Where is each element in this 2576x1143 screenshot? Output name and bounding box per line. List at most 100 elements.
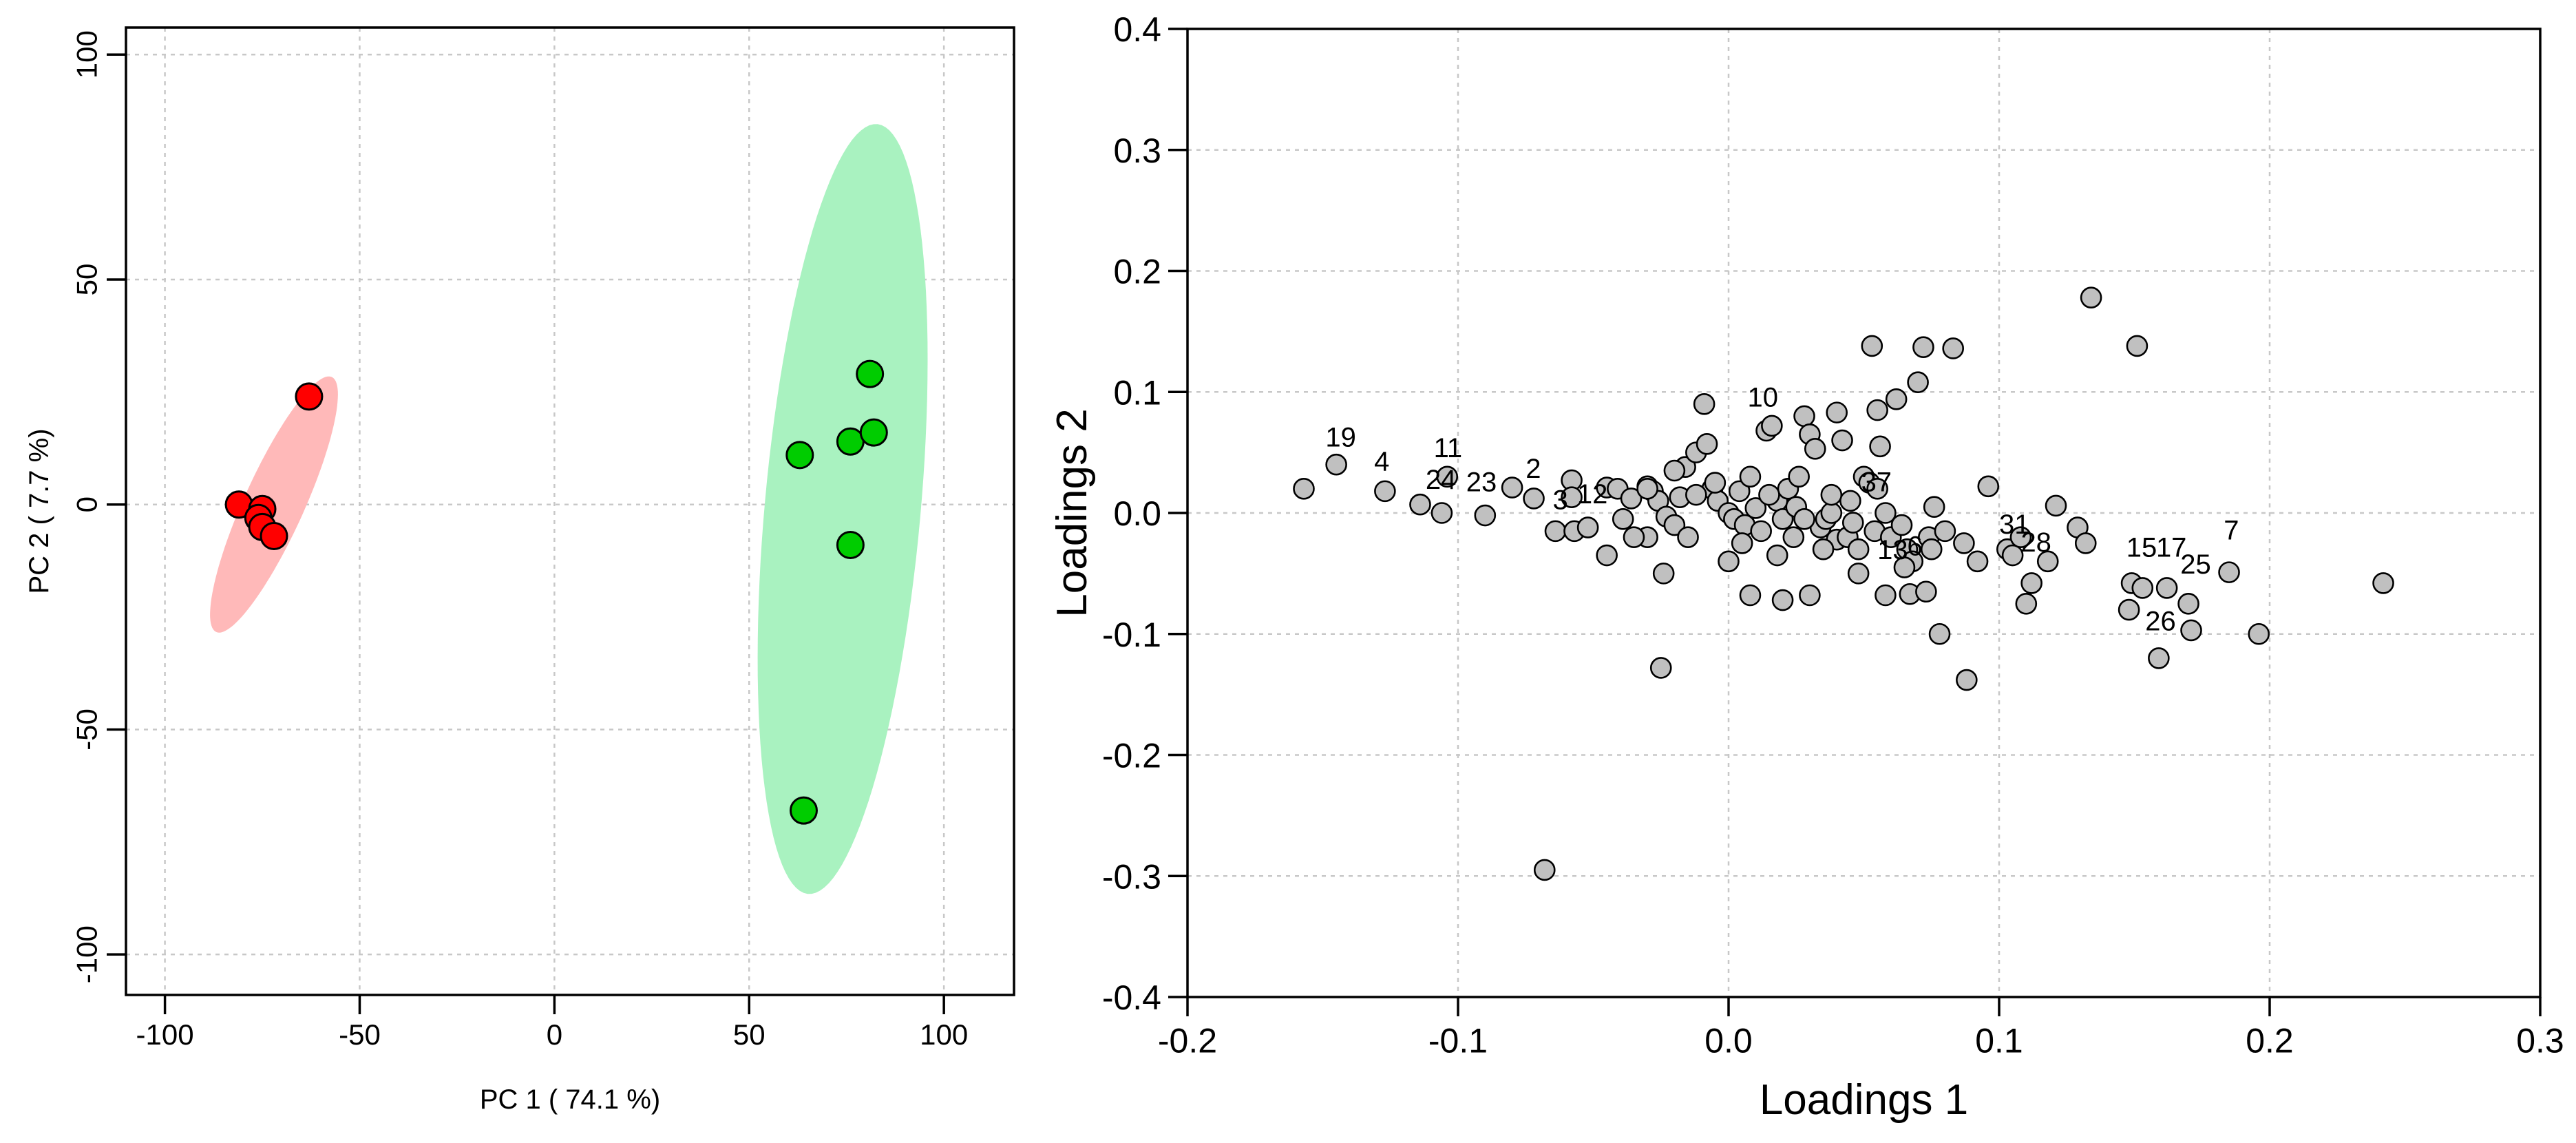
loading-point [1956, 669, 1978, 691]
loading-point [1907, 371, 1929, 393]
loading-point [1966, 550, 1989, 573]
loading-point [2001, 544, 2024, 567]
y-tick-label: 0.1 [1113, 373, 1161, 412]
loading-point [1831, 429, 1853, 452]
score-point-group-2 [836, 531, 865, 560]
loading-point [1325, 453, 1347, 476]
loading-point-label: 24 [1426, 465, 1457, 495]
loading-point [1875, 584, 1897, 607]
loading-point [1866, 478, 1888, 500]
loading-point-label: 6 [1907, 532, 1922, 562]
loading-point [1596, 544, 1618, 567]
x-tick-label: -50 [339, 1018, 381, 1051]
y-tick-label: -0.3 [1102, 857, 1161, 896]
loading-point [1875, 502, 1897, 524]
loading-point [1474, 504, 1497, 527]
plot-frame [1186, 28, 2542, 998]
loading-point [1523, 487, 1545, 510]
y-tick-label: 0.4 [1113, 10, 1161, 49]
loading-point [1663, 459, 1686, 482]
loading-point-label: 10 [1748, 382, 1779, 412]
loading-point-label: 28 [2020, 527, 2051, 558]
y-axis-title: Loadings 2 [1048, 408, 1096, 617]
loading-point [1718, 550, 1740, 573]
loading-point [1409, 493, 1431, 516]
loading-point [1620, 487, 1643, 510]
loading-point [2020, 572, 2042, 594]
loading-point [1293, 478, 1315, 500]
loading-point [1728, 480, 1751, 503]
loading-point [1942, 337, 1964, 359]
loading-point [1771, 589, 1794, 611]
loading-point-label: 12 [1577, 479, 1608, 510]
loading-point [1576, 516, 1599, 538]
loading-point [1612, 507, 1634, 530]
loading-point-label: 37 [1861, 467, 1892, 497]
scores-plot: -100 -50 0 50 100 -100 -50 0 50 100 PC 1 ( 74.1 %)… [24, 26, 1015, 1115]
loading-point [1793, 507, 1815, 530]
loading-point [1761, 415, 1783, 437]
y-tick-label: -0.1 [1102, 616, 1161, 654]
loading-point [2148, 647, 2170, 669]
loading-point [1861, 335, 1883, 357]
loading-point [1561, 486, 1583, 508]
loading-point [1890, 514, 1913, 536]
loading-point [1430, 502, 1453, 524]
loading-point [1812, 538, 1835, 560]
loading-point [1374, 480, 1396, 503]
y-tick-label: 0.2 [1113, 253, 1161, 291]
loading-point [1782, 526, 1805, 548]
score-point-group-2 [789, 796, 818, 825]
loading-point [1934, 520, 1956, 543]
loading-point [2131, 577, 2154, 599]
loading-point [2177, 593, 2199, 615]
loadings-plot: -0.2 -0.1 0.0 0.1 0.2 0.3 -0.4 -0.3 -0.2 -0.1 0.0 0… [1048, 10, 2564, 1124]
y-tick-label: 0 [70, 496, 103, 512]
plot-frame [125, 26, 1015, 996]
loading-point-label: 13 [1877, 535, 1908, 565]
loading-point [1771, 507, 1794, 530]
loading-point [1912, 336, 1934, 359]
y-tick-label: -50 [70, 709, 103, 751]
y-axis-title: PC 2 ( 7.7 %) [24, 428, 54, 594]
loading-point-label: 4 [1374, 446, 1389, 476]
y-tick-label: -0.2 [1102, 737, 1161, 775]
loading-point [2015, 593, 2038, 615]
x-axis-title: Loadings 1 [1760, 1076, 1968, 1124]
loading-point [1977, 475, 2000, 498]
loading-point [2155, 577, 2178, 599]
loading-point [1758, 483, 1780, 506]
y-tick-label: -100 [70, 925, 103, 983]
loading-point [2126, 335, 2149, 357]
loading-point [1704, 472, 1727, 494]
y-tick-label: 0.3 [1113, 132, 1161, 170]
loading-point [1731, 532, 1753, 554]
loading-point [1793, 405, 1815, 428]
score-point-group-2 [856, 359, 885, 388]
loading-point [1696, 433, 1718, 455]
y-tick-label: 100 [70, 30, 103, 78]
loading-point [1739, 584, 1762, 607]
x-tick-label: 50 [733, 1018, 766, 1051]
loading-point [1501, 476, 1523, 499]
loading-point-label: 25 [2180, 549, 2211, 580]
loading-point-label: 2 [1525, 454, 1541, 484]
loading-point [1820, 502, 1843, 524]
loading-point [2074, 532, 2097, 554]
loading-point [1533, 859, 1556, 881]
loading-point [1953, 532, 1975, 554]
loading-point [1636, 478, 1658, 500]
loading-point [1766, 544, 1788, 567]
loading-point [1799, 584, 1821, 607]
loading-point [1652, 563, 1675, 585]
loading-point [1623, 526, 1645, 548]
loading-point [1893, 556, 1916, 578]
loading-point [1677, 526, 1699, 548]
x-tick-label: 100 [920, 1018, 968, 1051]
loading-point [2118, 598, 2140, 621]
loading-point-label: 31 [1999, 510, 2030, 540]
loading-point [1841, 512, 1864, 534]
x-tick-label: -100 [136, 1018, 194, 1051]
loading-point [1750, 520, 1772, 543]
